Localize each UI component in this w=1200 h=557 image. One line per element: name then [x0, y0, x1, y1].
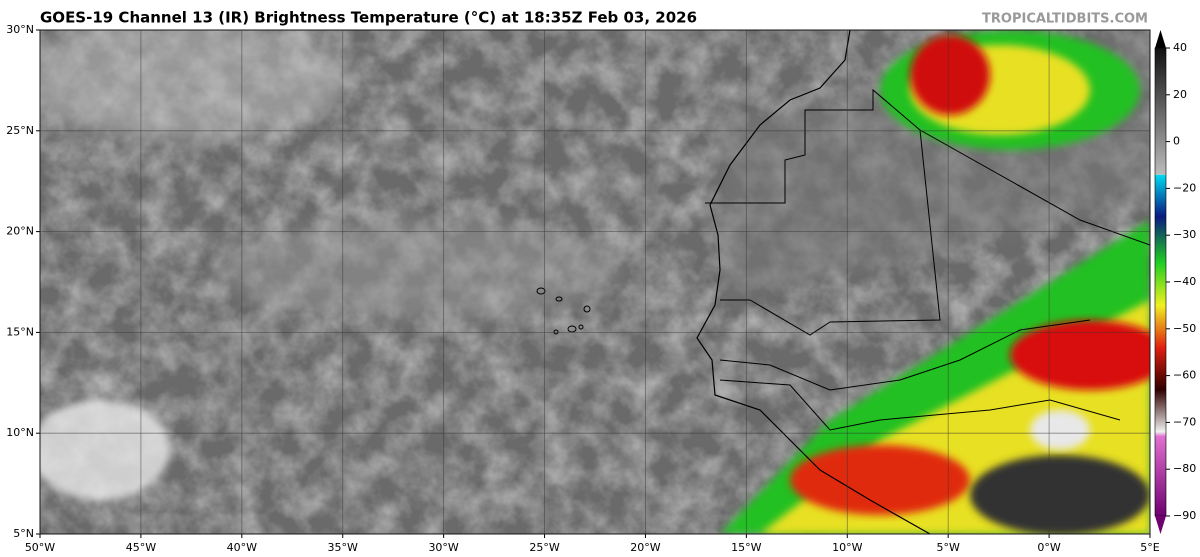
colorbar-label: −50 — [1173, 322, 1196, 335]
lat-label: 15°N — [6, 325, 34, 338]
colorbar-label: −90 — [1173, 509, 1196, 522]
lat-label: 20°N — [6, 225, 34, 238]
lon-label: 5°E — [1140, 541, 1159, 554]
lon-label: 5°W — [936, 541, 959, 554]
colorbar-label: −40 — [1173, 275, 1196, 288]
lat-label: 10°N — [6, 426, 34, 439]
lon-label: 35°W — [328, 541, 358, 554]
colorbar-label: −70 — [1173, 415, 1196, 428]
colorbar-label: −60 — [1173, 369, 1196, 382]
lon-label: 25°W — [529, 541, 559, 554]
lon-label: 10°W — [832, 541, 862, 554]
colorbar — [1154, 30, 1167, 534]
colorbar-label: −20 — [1173, 181, 1196, 194]
lon-label: 20°W — [630, 541, 660, 554]
lon-label: 0°W — [1037, 541, 1060, 554]
lat-label: 5°N — [13, 527, 34, 540]
colorbar-label: −30 — [1173, 228, 1196, 241]
satellite-image — [40, 30, 1150, 534]
colorbar-label: 20 — [1173, 88, 1187, 101]
lon-label: 40°W — [227, 541, 257, 554]
colorbar-label: 0 — [1173, 135, 1180, 148]
lon-label: 45°W — [126, 541, 156, 554]
title: GOES-19 Channel 13 (IR) Brightness Tempe… — [40, 9, 697, 27]
lon-label: 50°W — [25, 541, 55, 554]
lat-label: 25°N — [6, 124, 34, 137]
colorbar-label: −80 — [1173, 462, 1196, 475]
lon-label: 30°W — [428, 541, 458, 554]
lat-label: 30°N — [6, 23, 34, 36]
lon-label: 15°W — [731, 541, 761, 554]
colorbar-label: 40 — [1173, 41, 1187, 54]
credit: TROPICALTIDBITS.COM — [982, 12, 1148, 27]
